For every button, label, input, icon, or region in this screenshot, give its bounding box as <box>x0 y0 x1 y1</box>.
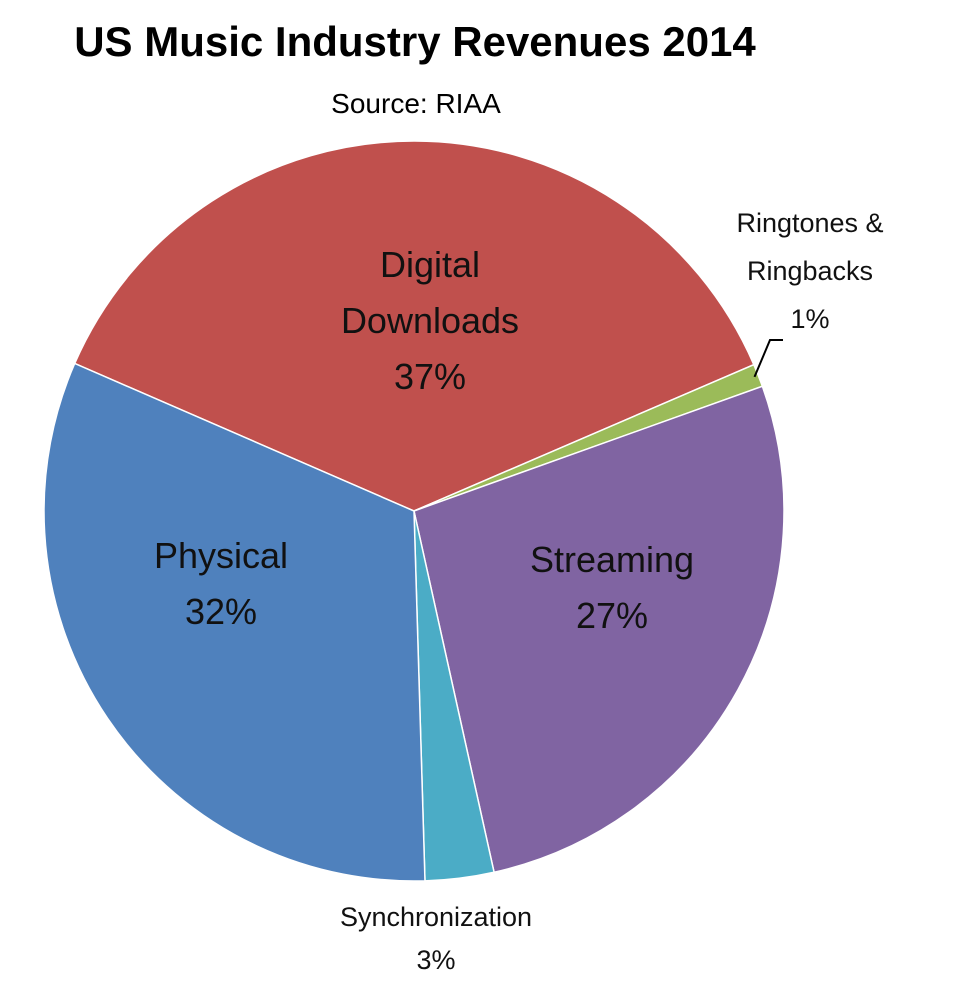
slice-label-ringtones-and-ringbacks: Ringtones & Ringbacks 1% <box>736 208 883 334</box>
slice-name-label: Ringbacks <box>747 256 873 286</box>
slice-label-digital-downloads: Digital Downloads 37% <box>341 244 519 397</box>
slice-name-label: Streaming <box>530 539 694 580</box>
slice-label-physical: Physical 32% <box>154 535 288 632</box>
pie-slice-digital-downloads <box>73 140 755 512</box>
pie-slices <box>43 140 785 882</box>
leader-line-ringtones-and-ringbacks <box>753 339 783 378</box>
leader-lines <box>753 339 783 378</box>
slice-name-label: Ringtones & <box>736 208 883 238</box>
pie-slice-streaming <box>413 385 785 874</box>
slice-name-label: Physical <box>154 535 288 576</box>
chart-title: US Music Industry Revenues 2014 <box>74 18 756 65</box>
slice-name-label: Synchronization <box>340 902 532 932</box>
slice-value-label: 32% <box>185 591 257 632</box>
chart-subtitle: Source: RIAA <box>331 88 501 119</box>
slice-name-label: Digital <box>380 244 480 285</box>
slice-labels: Digital Downloads 37% Ringtones & Ringbacks 1… <box>154 208 884 975</box>
slice-value-label: 37% <box>394 356 466 397</box>
slice-label-synchronization: Synchronization 3% <box>340 902 532 975</box>
slice-value-label: 3% <box>416 945 455 975</box>
slice-value-label: 1% <box>790 304 829 334</box>
slice-label-streaming: Streaming 27% <box>530 539 694 636</box>
pie-slice-physical <box>43 362 426 882</box>
slice-value-label: 27% <box>576 595 648 636</box>
slice-name-label: Downloads <box>341 300 519 341</box>
